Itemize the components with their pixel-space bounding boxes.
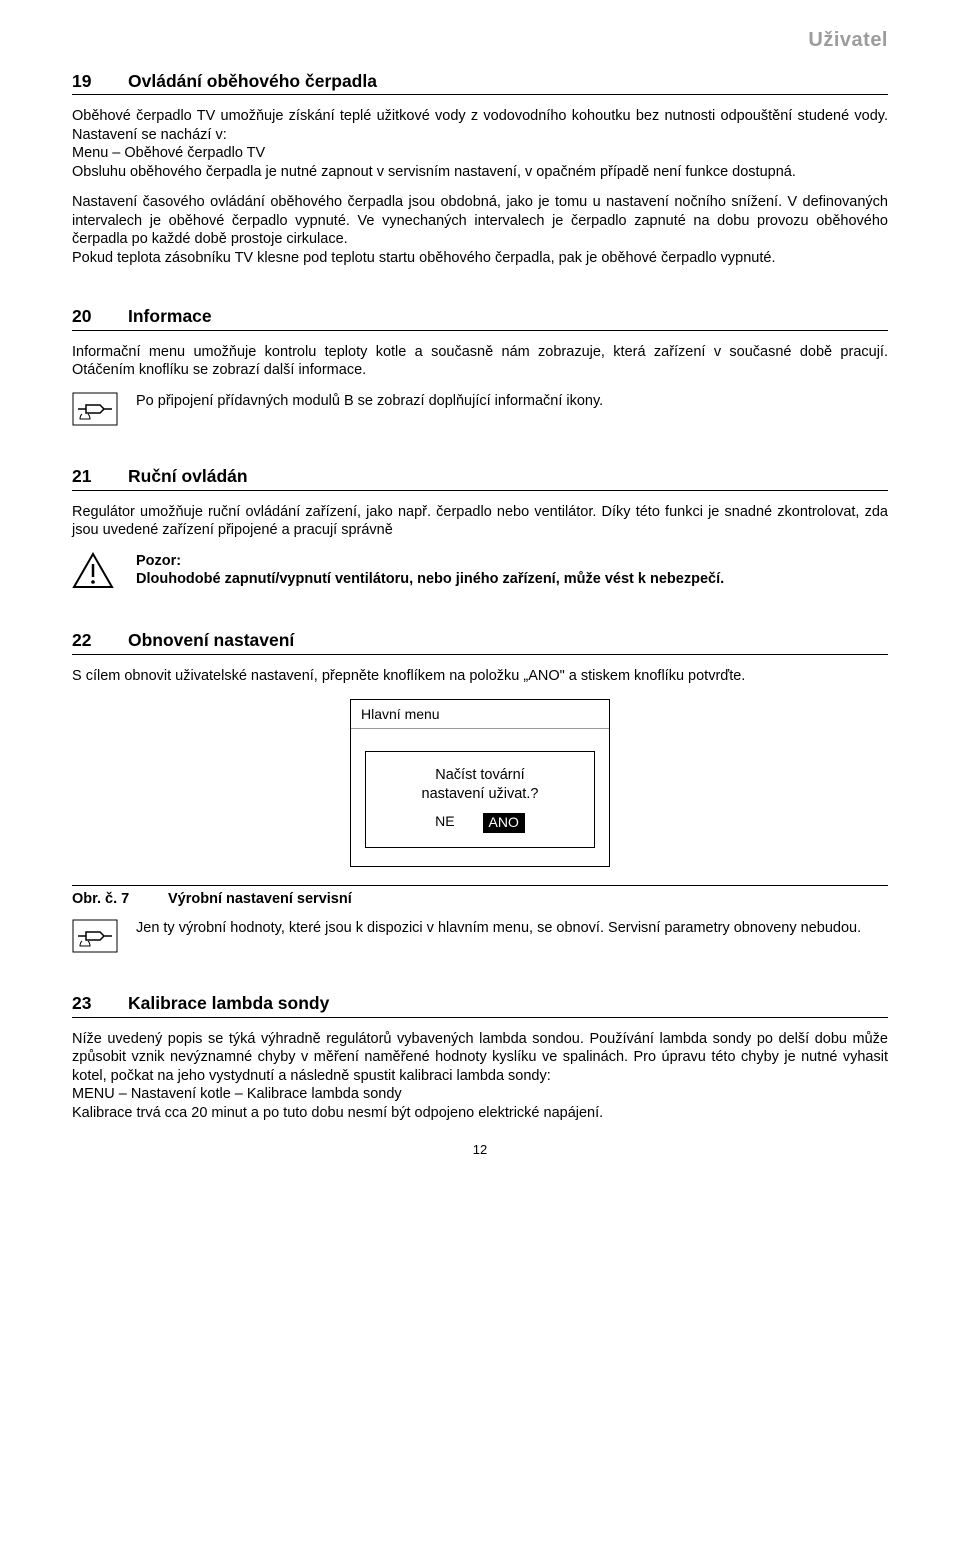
option-yes-selected: ANO bbox=[483, 813, 525, 833]
section-title: Kalibrace lambda sondy bbox=[128, 992, 329, 1014]
section-number: 22 bbox=[72, 629, 128, 651]
info-note-text: Po připojení přídavných modulů B se zobr… bbox=[136, 392, 888, 411]
section-number: 19 bbox=[72, 70, 128, 92]
paragraph: Informační menu umožňuje kontrolu teplot… bbox=[72, 343, 888, 380]
section-number: 20 bbox=[72, 305, 128, 327]
section-heading-22: 22 Obnovení nastavení bbox=[72, 629, 888, 654]
dialog-line1: Načíst tovární bbox=[376, 766, 584, 785]
paragraph: Pokud teplota zásobníku TV klesne pod te… bbox=[72, 249, 888, 268]
paragraph: Níže uvedený popis se týká výhradně regu… bbox=[72, 1030, 888, 1086]
section-title: Informace bbox=[128, 305, 212, 327]
menu-dialog: Načíst tovární nastavení uživat.? NE ANO bbox=[365, 751, 595, 848]
paragraph: Menu – Oběhové čerpadlo TV bbox=[72, 144, 888, 163]
figure-7: Hlavní menu Načíst tovární nastavení uži… bbox=[72, 699, 888, 867]
section-title: Obnovení nastavení bbox=[128, 629, 294, 651]
pointing-hand-icon bbox=[72, 919, 118, 959]
section-number: 21 bbox=[72, 465, 128, 487]
warning-note-row: Pozor: Dlouhodobé zapnutí/vypnutí ventil… bbox=[72, 552, 888, 596]
paragraph-text: Nastavení časového ovládání oběhového če… bbox=[72, 194, 888, 247]
paragraph: Regulátor umožňuje ruční ovládání zaříze… bbox=[72, 503, 888, 540]
paragraph: Nastavení časového ovládání oběhového če… bbox=[72, 193, 888, 249]
menu-screenshot: Hlavní menu Načíst tovární nastavení uži… bbox=[350, 699, 610, 867]
section-heading-21: 21 Ruční ovládán bbox=[72, 465, 888, 490]
warning-label: Pozor: bbox=[136, 553, 181, 569]
section-title: Ruční ovládán bbox=[128, 465, 248, 487]
warning-body: Dlouhodobé zapnutí/vypnutí ventilátoru, … bbox=[136, 571, 724, 587]
section-19-body: Oběhové čerpadlo TV umožňuje získání tep… bbox=[72, 107, 888, 267]
dialog-line2: nastavení uživat.? bbox=[376, 785, 584, 804]
option-no: NE bbox=[435, 813, 454, 833]
pointing-hand-icon bbox=[72, 392, 118, 432]
section-heading-23: 23 Kalibrace lambda sondy bbox=[72, 992, 888, 1017]
section-number: 23 bbox=[72, 992, 128, 1014]
paragraph: S cílem obnovit uživatelské nastavení, p… bbox=[72, 667, 888, 686]
info-note-text: Jen ty výrobní hodnoty, které jsou k dis… bbox=[136, 919, 888, 938]
paragraph: MENU – Nastavení kotle – Kalibrace lambd… bbox=[72, 1085, 888, 1104]
page-number: 12 bbox=[72, 1142, 888, 1159]
dialog-options: NE ANO bbox=[376, 813, 584, 833]
section-heading-20: 20 Informace bbox=[72, 305, 888, 330]
warning-triangle-icon bbox=[72, 552, 118, 596]
warning-note-text: Pozor: Dlouhodobé zapnutí/vypnutí ventil… bbox=[136, 552, 888, 589]
caption-number: Obr. č. 7 bbox=[72, 890, 168, 909]
section-heading-19: 19 Ovládání oběhového čerpadla bbox=[72, 70, 888, 95]
info-note-row: Jen ty výrobní hodnoty, které jsou k dis… bbox=[72, 919, 888, 959]
menu-title: Hlavní menu bbox=[351, 700, 609, 729]
section-title: Ovládání oběhového čerpadla bbox=[128, 70, 377, 92]
figure-caption: Obr. č. 7 Výrobní nastavení servisní bbox=[72, 885, 888, 909]
info-note-row: Po připojení přídavných modulů B se zobr… bbox=[72, 392, 888, 432]
page-header-label: Uživatel bbox=[72, 28, 888, 54]
paragraph: Obsluhu oběhového čerpadla je nutné zapn… bbox=[72, 163, 888, 182]
caption-text: Výrobní nastavení servisní bbox=[168, 890, 352, 909]
paragraph: Kalibrace trvá cca 20 minut a po tuto do… bbox=[72, 1104, 888, 1123]
paragraph: Oběhové čerpadlo TV umožňuje získání tep… bbox=[72, 107, 888, 144]
